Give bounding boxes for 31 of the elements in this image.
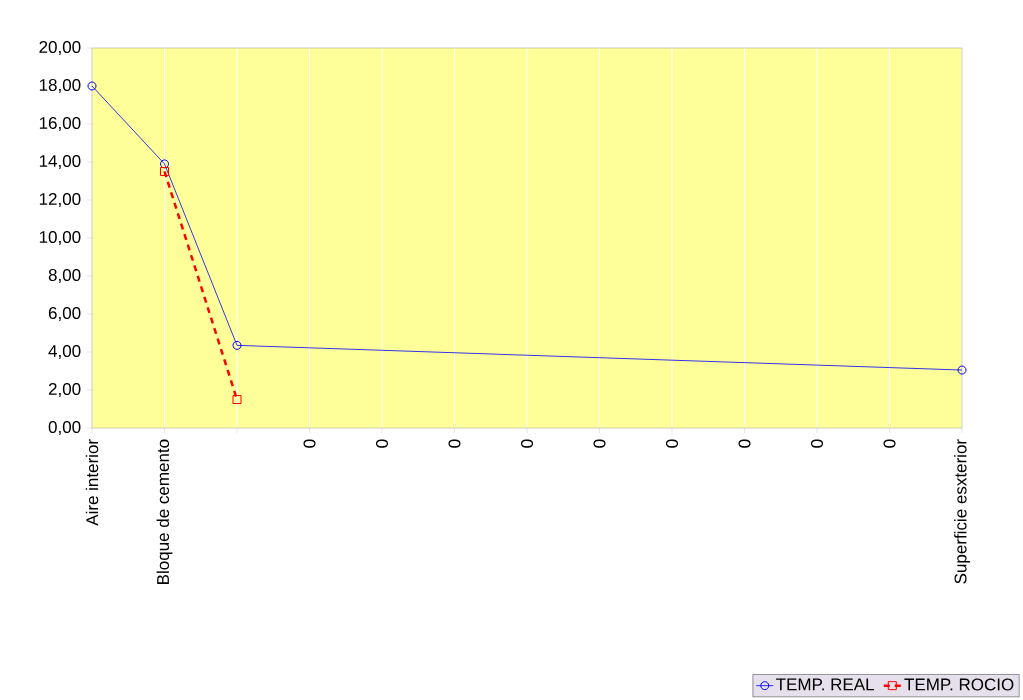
point bbox=[957, 365, 967, 375]
y-tick-label: 0,00 bbox=[48, 420, 81, 436]
x-tick-label: Superficie esxterior bbox=[954, 439, 970, 584]
x-tick-label: Bloque de cemento bbox=[156, 439, 173, 584]
y-tick-label: 16,00 bbox=[39, 116, 81, 132]
x-tick-label: 0 bbox=[883, 439, 896, 448]
x-tick-label: 0 bbox=[738, 439, 751, 448]
y-tick-label: 12,00 bbox=[39, 192, 81, 208]
point bbox=[87, 81, 97, 91]
x-tick-label: 0 bbox=[375, 439, 389, 448]
x-tick-label: 0 bbox=[448, 439, 461, 448]
point bbox=[160, 159, 169, 169]
y-tick-label: 2,00 bbox=[48, 382, 81, 398]
y-tick-label: 6,00 bbox=[48, 306, 81, 322]
point bbox=[160, 167, 169, 176]
x-tick-label: 0 bbox=[665, 439, 679, 448]
legend-label: TEMP. REAL bbox=[776, 678, 874, 691]
y-tick-label: 20,00 bbox=[39, 40, 81, 56]
x-tick-label: 0 bbox=[520, 439, 534, 448]
x-tick-label: 0 bbox=[303, 439, 316, 448]
legend-label: TEMP. ROCIO bbox=[904, 678, 1014, 691]
y-tick-label: 8,00 bbox=[48, 268, 81, 284]
y-tick-label: 4,00 bbox=[48, 344, 81, 360]
x-tick-label: Aire interior bbox=[85, 439, 99, 526]
point bbox=[232, 395, 242, 404]
x-tick-label: 0 bbox=[593, 439, 606, 448]
y-tick-label: 14,00 bbox=[39, 154, 81, 170]
point bbox=[232, 340, 242, 350]
y-tick-label: 18,00 bbox=[39, 78, 81, 94]
y-tick-label: 10,00 bbox=[39, 230, 81, 246]
x-tick-label: 0 bbox=[810, 439, 824, 448]
